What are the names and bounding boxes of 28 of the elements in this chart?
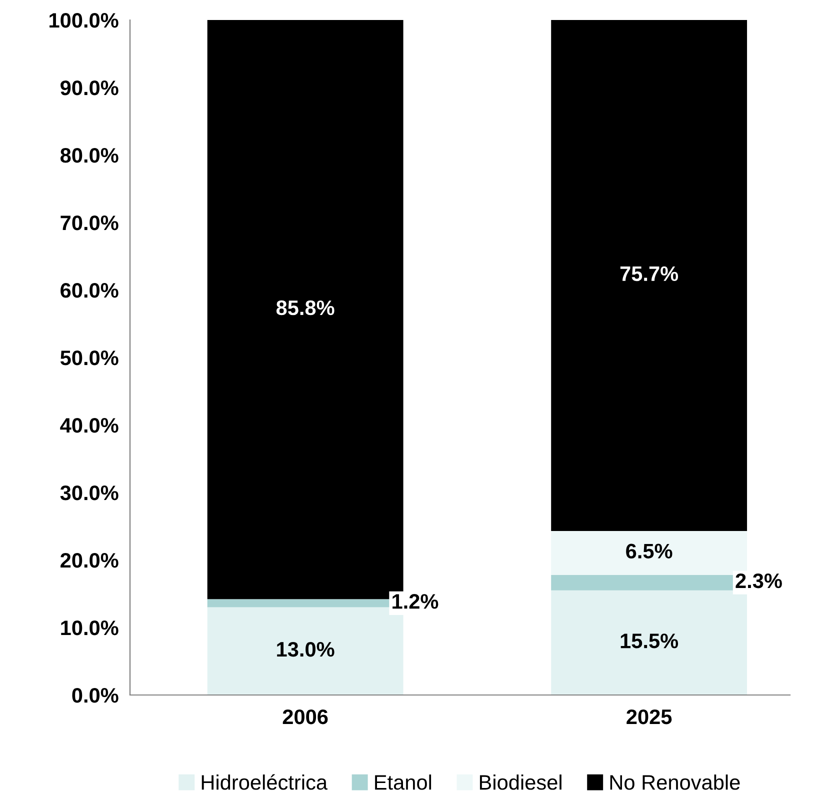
y-tick-label: 70.0% [60,216,118,230]
y-tick-label: 90.0% [60,80,118,96]
legend-label: No Renovable [610,774,740,790]
data-label: 6.5% [626,544,672,559]
legend-label: Hidroeléctrica [202,774,328,790]
bar [207,607,404,695]
y-tick-label: 20.0% [60,553,118,568]
x-tick-label: 2025 [626,709,672,724]
y-tick-label: 100.0% [50,13,118,28]
x-tick-label: 2006 [282,709,328,724]
data-label: 75.7% [620,266,678,282]
legend-label: Etanol [375,774,432,790]
data-label: 2.3% [736,573,782,588]
data-label: 1.2% [392,594,438,609]
y-tick-label: 40.0% [60,418,118,433]
data-label: 85.8% [276,300,334,316]
y-tick-label: 0.0% [72,688,118,703]
y-tick-label: 80.0% [60,148,118,163]
y-tick-label: 10.0% [61,620,118,636]
bar [551,590,748,695]
data-label: 13.0% [277,642,334,657]
y-tick-label: 60.0% [60,283,118,298]
legend-label: Biodiesel [480,774,562,790]
y-tick-label: 50.0% [60,350,118,366]
data-label: 15.5% [620,634,678,648]
bar [551,20,748,531]
y-tick-label: 30.0% [60,486,118,500]
bar [551,530,748,575]
